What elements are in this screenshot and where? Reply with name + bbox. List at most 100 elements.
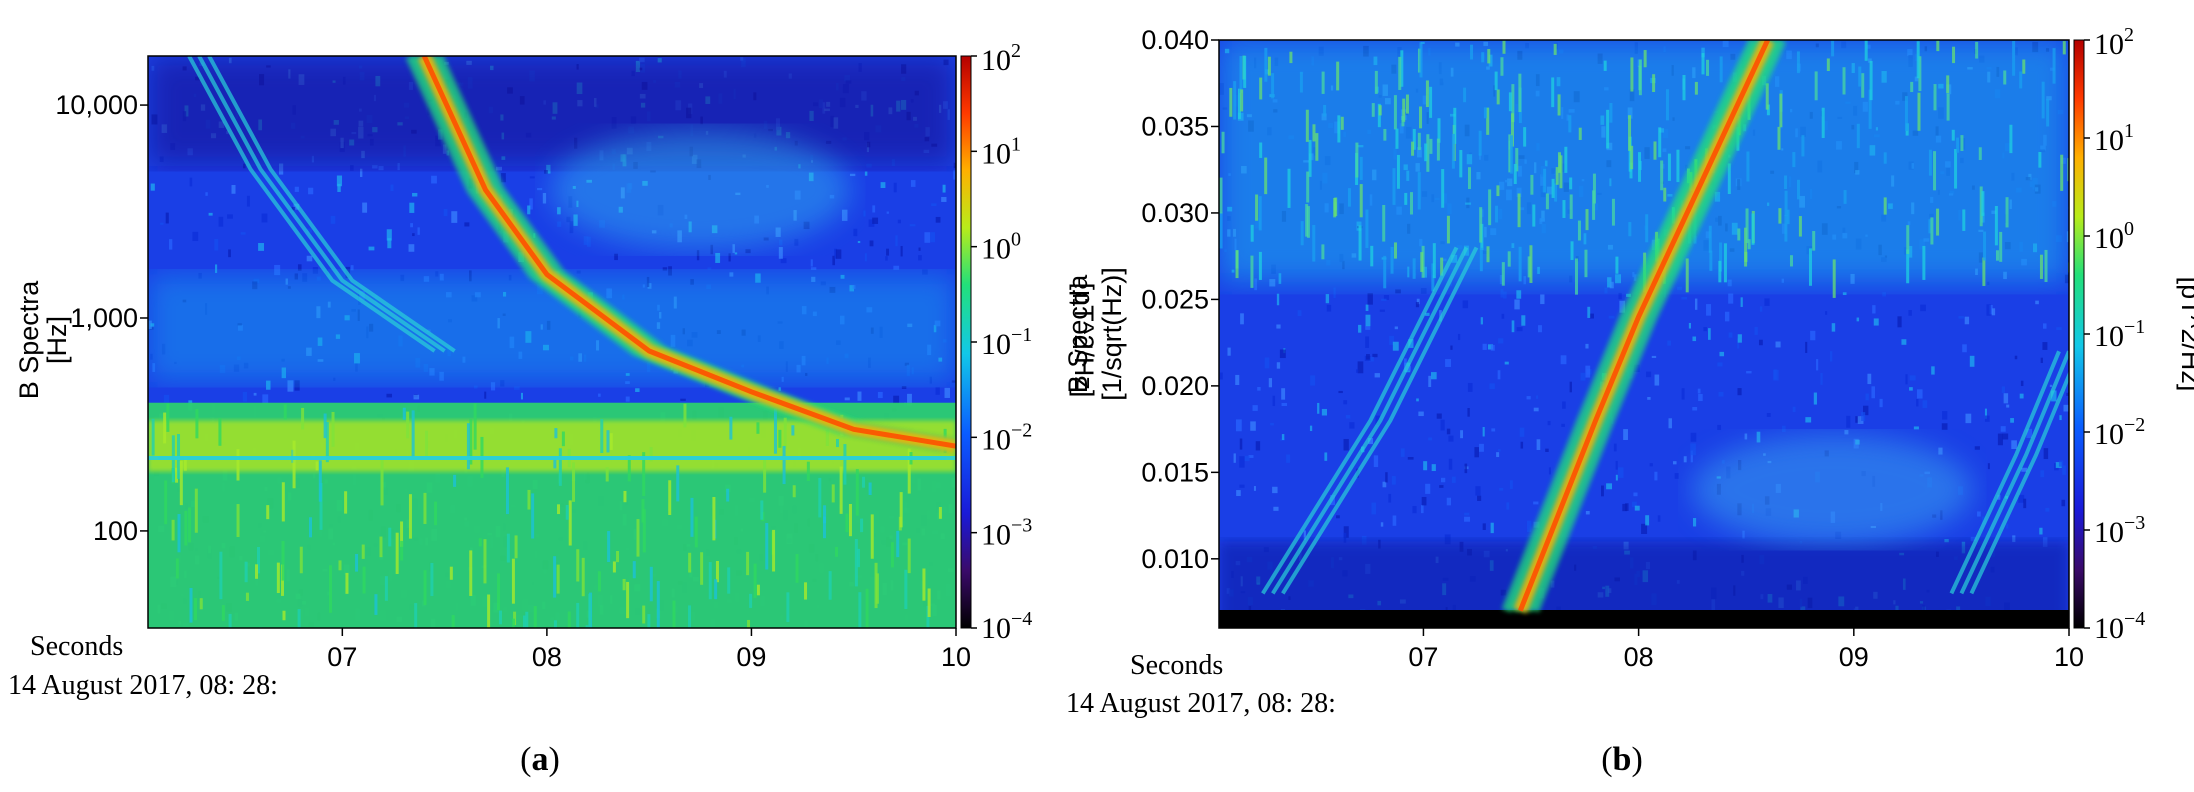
y-tick-label: 0.030 <box>1141 198 1209 228</box>
x-tick-label: 07 <box>1408 642 1438 672</box>
colorbar-tick-label: 10−3 <box>981 515 1032 552</box>
upper-cyan-zone <box>1219 40 2069 283</box>
y-tick-label: 0.040 <box>1141 25 1209 55</box>
colorbar-tick-base: 10 <box>981 137 1011 170</box>
y-axis-title: B Spectra <box>14 280 44 400</box>
colorbar-tick-exponent: 0 <box>1011 229 1021 251</box>
whistler-traces <box>148 56 956 460</box>
colorbar-tick-label: 10−2 <box>2094 414 2145 451</box>
colorbar-gradient <box>2073 39 2085 629</box>
caption-open-paren: ( <box>1601 741 1612 778</box>
colorbar-tick-label: 10−3 <box>2094 512 2145 549</box>
colorbar-tick-label: 10−1 <box>981 324 1032 361</box>
time-base-label: 14 August 2017, 08: 28: <box>8 670 278 701</box>
whistler-traces <box>1261 40 2069 614</box>
y-axis-title: B Spectra <box>1063 274 1093 394</box>
colorbar-tick-base: 10 <box>2094 612 2124 645</box>
colorbar-tick-base: 10 <box>981 44 1011 77</box>
y-tick-label: 0.010 <box>1141 544 1209 574</box>
plot-frame <box>1218 39 2070 629</box>
y-axis-unit: [Hz] <box>42 316 72 364</box>
faint-trace <box>1959 350 2069 595</box>
colorbar-tick-base: 10 <box>981 612 1011 645</box>
caption-close-paren: ) <box>1631 741 1642 778</box>
colorbar-tick-exponent: −2 <box>2124 414 2145 436</box>
colorbar-tick-label: 10−1 <box>2094 316 2145 353</box>
x-tick-label: 07 <box>327 642 357 672</box>
diffuse-emission-patch <box>1692 434 1973 545</box>
x-axis: 07 08 09 10 <box>1408 628 2084 672</box>
faint-trace <box>207 56 456 353</box>
colorbar-tick-exponent: 2 <box>2124 24 2134 46</box>
y-tick-label: 0.020 <box>1141 371 1209 401</box>
x-tick-label: 09 <box>736 642 766 672</box>
colorbar-tick-label: 101 <box>2094 120 2134 157</box>
x-axis-title: Seconds <box>30 631 123 662</box>
y-tick-label: 0.015 <box>1141 457 1209 487</box>
colorbar-tick-label: 10−4 <box>2094 608 2145 645</box>
faint-trace <box>1281 246 1479 595</box>
colorbar-tick-exponent: −1 <box>2124 316 2145 338</box>
x-tick-label: 10 <box>2054 642 2084 672</box>
y-tick-label: 0.025 <box>1141 284 1209 314</box>
colorbar-tick-base: 10 <box>981 423 1011 456</box>
colorbar-tick-base: 10 <box>981 233 1011 266</box>
faint-trace <box>1261 246 1459 595</box>
y-tick-label: 10,000 <box>55 90 138 120</box>
faint-trace <box>1949 350 2061 595</box>
panel-caption: (a) <box>520 741 560 778</box>
y-tick-label: 100 <box>93 516 138 546</box>
yellow-band <box>148 420 956 472</box>
faint-trace <box>197 56 446 353</box>
colorbar-tick-base: 10 <box>981 328 1011 361</box>
diffuse-emission-patch <box>550 129 851 250</box>
colorbar-tick-exponent: 1 <box>1011 133 1021 155</box>
caption-open-paren: ( <box>520 741 531 778</box>
x-tick-label: 08 <box>1624 642 1654 672</box>
trace-peak <box>1517 40 1770 612</box>
colorbar-tick-exponent: −4 <box>1011 608 1032 630</box>
colorbar-gradient <box>960 55 972 629</box>
trace-strand <box>1501 40 1759 613</box>
upper-dark-band <box>148 56 956 166</box>
x-tick-label: 10 <box>941 642 971 672</box>
colorbar-tick-exponent: 0 <box>2124 218 2134 240</box>
faint-trace <box>1271 246 1469 595</box>
spectrogram-area <box>148 56 956 628</box>
trace-strand <box>1529 40 1787 613</box>
panel-caption: (b) <box>1601 741 1643 778</box>
caption-letter: a <box>532 741 549 778</box>
bottom-data-gap <box>1219 610 2069 628</box>
caption-close-paren: ) <box>549 741 560 778</box>
colorbar-unit: [pT^2/Hz] <box>2176 277 2194 392</box>
colorbar-tick-base: 10 <box>2094 124 2124 157</box>
y-tick-label: 0.035 <box>1141 111 1209 141</box>
colorbar-unit: [pT^2/Hz] <box>1069 283 1099 398</box>
colorbar-tick-label: 102 <box>981 40 1021 77</box>
x-tick-label: 09 <box>1839 642 1869 672</box>
colorbar-tick-exponent: −1 <box>1011 324 1032 346</box>
colorbar-tick-exponent: 1 <box>2124 120 2134 142</box>
colorbar-tick-label: 10−4 <box>981 608 1032 645</box>
caption-letter: b <box>1613 741 1632 778</box>
y-axis-unit: [1/sqrt(Hz)] <box>1097 267 1127 401</box>
colorbar-tick-label: 100 <box>981 229 1021 266</box>
colorbar-tick-base: 10 <box>2094 516 2124 549</box>
x-axis: 07 08 09 10 <box>327 628 971 672</box>
y-axis: 100 1,000 10,000 <box>55 90 148 546</box>
colorbar-tick-base: 10 <box>2094 222 2124 255</box>
colorbar-tick-base: 10 <box>981 519 1011 552</box>
colorbar-tick-exponent: −2 <box>1011 419 1032 441</box>
colorbar-tick-label: 102 <box>2094 24 2134 61</box>
time-base-label: 14 August 2017, 08: 28: <box>1066 688 1336 719</box>
faint-trace <box>187 56 436 353</box>
colorbar-tick-exponent: 2 <box>1011 40 1021 62</box>
trace-peak <box>421 56 956 449</box>
colorbar-tick-exponent: −4 <box>2124 608 2145 630</box>
colorbar-tick-exponent: −3 <box>2124 512 2145 534</box>
colorbar-tick-base: 10 <box>2094 28 2124 61</box>
